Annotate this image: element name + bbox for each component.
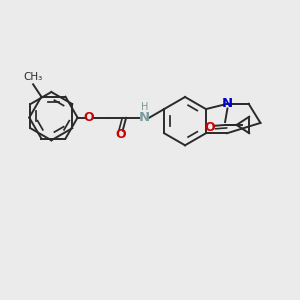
Text: O: O [115,128,126,141]
Text: O: O [205,121,215,134]
Text: N: N [222,97,233,110]
Text: N: N [139,111,150,124]
Text: H: H [141,102,148,112]
Text: CH₃: CH₃ [23,72,43,82]
Text: O: O [83,111,94,124]
